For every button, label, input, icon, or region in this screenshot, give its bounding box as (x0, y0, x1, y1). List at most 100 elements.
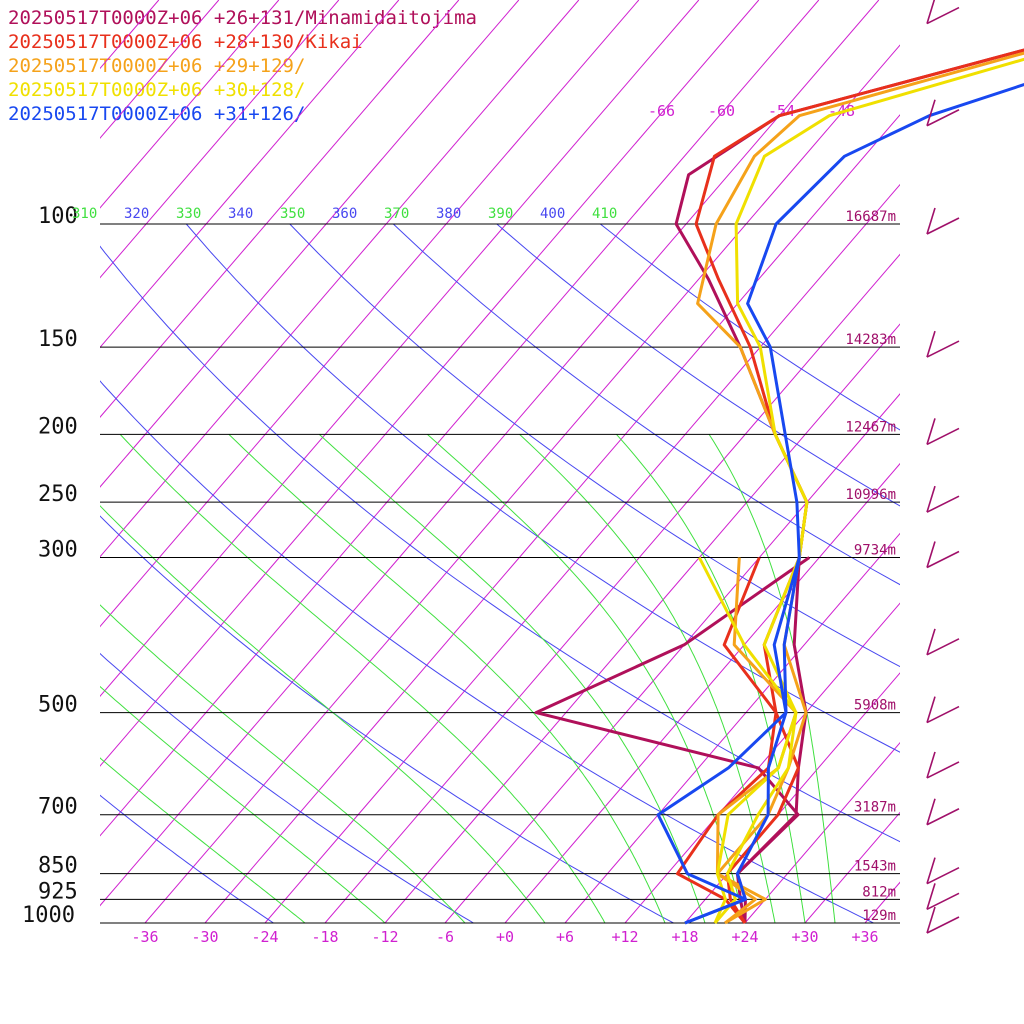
series-line-lower (697, 556, 798, 924)
wind-barb (926, 638, 960, 656)
isotherm-line (100, 0, 520, 488)
temperature-tick-label: -18 (311, 928, 338, 946)
isotherm-line (324, 253, 900, 923)
pressure-tick-label: 850 (38, 854, 78, 879)
theta-label: 360 (332, 206, 357, 222)
series-line-upper (674, 48, 1024, 924)
temperature-tick-label: +18 (671, 928, 698, 946)
theta-label: 380 (436, 206, 461, 222)
theta-label: 310 (72, 206, 97, 222)
dry-adiabat (100, 794, 275, 923)
isotherm-line (264, 183, 900, 923)
series-line-upper (713, 57, 1024, 924)
isotherm-line (100, 0, 220, 139)
wind-barb (926, 340, 960, 358)
theta-label: 400 (540, 206, 565, 222)
dry-adiabat (100, 245, 900, 843)
legend: 20250517T0000Z+06 +26+131/Minamidaitojim… (8, 6, 477, 126)
wind-barb (926, 495, 960, 513)
wind-barb (926, 761, 960, 779)
isotherm-line (0, 0, 39, 923)
wind-barb-flag (926, 207, 936, 235)
isotherm-line (100, 0, 280, 209)
wind-barb (926, 217, 960, 235)
wind-barb-flag (926, 541, 936, 568)
isotherm-line (100, 0, 640, 628)
theta-label: 370 (384, 206, 409, 222)
wind-barb (926, 705, 960, 724)
isotherm-line (564, 532, 900, 923)
isotherm-line (100, 0, 400, 349)
wind-barb (926, 892, 960, 911)
wind-barb-flag (926, 696, 936, 723)
isotherm-line (100, 0, 820, 837)
isotherm-line (100, 0, 880, 907)
temperature-tick-label: -6 (436, 928, 454, 946)
moist-adiabat (519, 434, 776, 923)
legend-item-kikai: 20250517T0000Z+06 +28+130/Kikai (8, 31, 363, 53)
wind-barb-flag (926, 751, 936, 779)
isotherm-line (864, 881, 900, 923)
isotherm-line (444, 393, 900, 923)
temperature-tick-label: -12 (371, 928, 398, 946)
theta-label: 340 (228, 206, 253, 222)
pressure-tick-label: 300 (38, 538, 78, 563)
dry-adiabat (599, 223, 900, 431)
theta-label: 320 (124, 206, 149, 222)
isotherm-line (985, 0, 1024, 923)
wind-barb (926, 550, 960, 569)
height-label: 10996m (845, 487, 896, 503)
moist-adiabat (616, 434, 806, 923)
height-label: 1543m (854, 859, 896, 875)
dry-adiabat (100, 652, 475, 923)
pressure-tick-label: 250 (38, 482, 78, 507)
upper-isotherm-label: -66 (648, 102, 675, 120)
legend-item-minamidaitojima: 20250517T0000Z+06 +26+131/Minamidaitojim… (8, 7, 477, 29)
isotherm-line (804, 811, 900, 923)
wind-barb-flag (926, 330, 936, 358)
wind-barb-flag (926, 883, 936, 910)
pressure-tick-label: 925 (38, 879, 78, 904)
isotherm-line (144, 44, 900, 923)
moist-adiabat (100, 685, 386, 923)
height-label: 12467m (845, 419, 896, 435)
temperature-tick-label: -30 (191, 928, 218, 946)
height-label: 3187m (854, 800, 896, 816)
temperature-tick-label: -36 (131, 928, 158, 946)
moist-adiabat (119, 434, 606, 923)
isotherm-line (204, 114, 900, 923)
upper-isotherm-label: -60 (708, 102, 735, 120)
height-label: 16687m (845, 209, 896, 225)
dry-adiabat (392, 223, 900, 586)
dry-adiabat (100, 515, 675, 923)
height-label: 129m (862, 908, 896, 924)
moist-adiabat (228, 434, 666, 923)
dry-adiabat (185, 223, 900, 753)
series-line-lower (715, 557, 798, 925)
isotherm-line (684, 672, 900, 923)
wind-barb-flag (926, 99, 936, 126)
moist-adiabat (100, 757, 306, 923)
moist-adiabat (100, 604, 466, 923)
theta-label: 390 (488, 206, 513, 222)
wind-barb (926, 916, 960, 934)
wind-barb-flag (926, 906, 936, 934)
wind-barb (926, 109, 960, 127)
wind-barb-flag (926, 798, 936, 825)
temperature-tick-label: +36 (851, 928, 878, 946)
theta-label: 330 (176, 206, 201, 222)
upper-isotherm-label: -54 (768, 102, 795, 120)
wind-barb (926, 6, 960, 25)
grid (0, 0, 1024, 923)
temperature-tick-label: -24 (251, 928, 278, 946)
isotherm-line (384, 323, 900, 923)
isotherm-line (100, 0, 760, 767)
wind-barb (926, 866, 960, 885)
isotherm-line (100, 0, 340, 279)
isotherm-line (100, 0, 160, 70)
isotherm-line (100, 0, 700, 698)
height-label: 5908m (854, 698, 896, 714)
isotherm-line (925, 0, 1024, 923)
series-line-lower (656, 557, 801, 925)
